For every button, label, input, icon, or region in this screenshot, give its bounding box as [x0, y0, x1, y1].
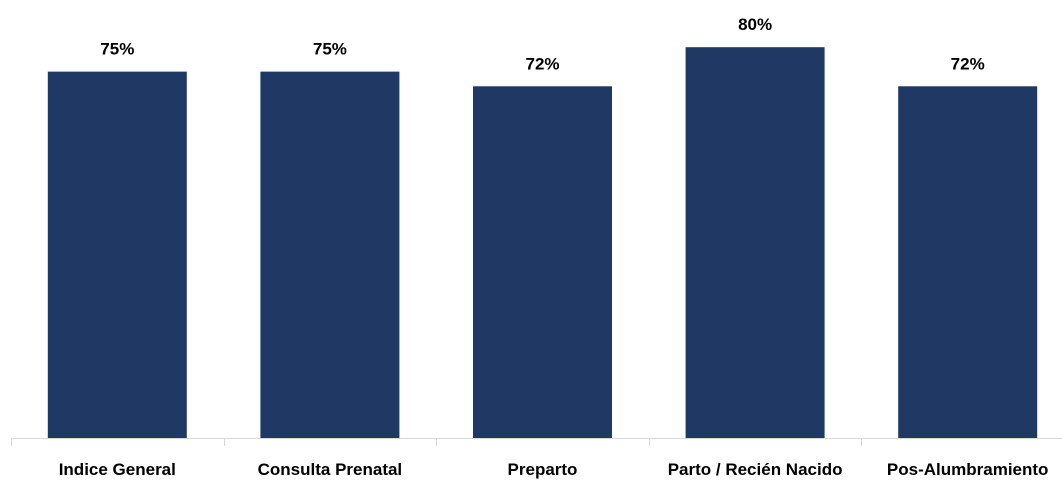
category-label-2: Consulta Prenatal [258, 460, 403, 479]
category-label-4: Parto / Recién Nacido [668, 460, 843, 479]
data-label-5: 72% [951, 54, 985, 73]
data-label-3: 72% [525, 54, 559, 73]
category-label-3: Preparto [508, 460, 578, 479]
data-label-1: 75% [100, 40, 134, 59]
category-label-1: Indice General [59, 460, 176, 479]
bar-1 [47, 71, 187, 438]
data-labels-layer: 75% 75% 72% 80% 72% [100, 15, 984, 73]
category-labels-layer: Indice General Consulta Prenatal Preparto P… [59, 460, 1049, 479]
bar-5 [898, 86, 1038, 438]
bar-3 [473, 86, 612, 438]
data-label-4: 80% [738, 15, 772, 34]
bar-4 [685, 47, 825, 438]
category-label-5: Pos-Alumbramiento [887, 460, 1049, 479]
bars-layer [47, 47, 1038, 438]
bar-2 [260, 71, 400, 438]
x-axis [11, 438, 1062, 446]
data-label-2: 75% [313, 40, 347, 59]
